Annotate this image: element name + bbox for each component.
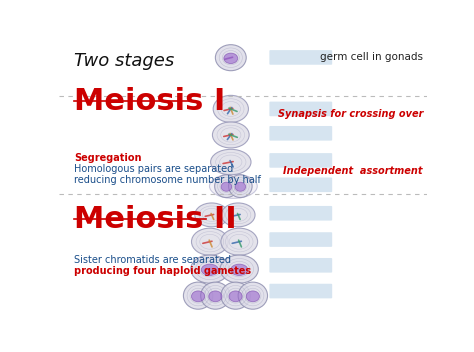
Ellipse shape: [231, 264, 248, 276]
Ellipse shape: [221, 182, 232, 191]
Ellipse shape: [238, 282, 267, 309]
Text: producing four haploid gametes: producing four haploid gametes: [74, 266, 251, 276]
Text: Independent  assortment: Independent assortment: [283, 165, 423, 176]
FancyBboxPatch shape: [269, 232, 332, 247]
Ellipse shape: [229, 291, 242, 302]
Ellipse shape: [191, 255, 229, 283]
Text: germ cell in gonads: germ cell in gonads: [320, 52, 423, 62]
Ellipse shape: [215, 45, 246, 71]
Ellipse shape: [195, 203, 228, 227]
Text: Synapsis for crossing over: Synapsis for crossing over: [278, 109, 423, 119]
Ellipse shape: [212, 122, 249, 148]
Ellipse shape: [215, 175, 238, 197]
Text: reducing chromosome number by half: reducing chromosome number by half: [74, 175, 261, 184]
Text: Meiosis II: Meiosis II: [74, 205, 237, 234]
Ellipse shape: [246, 291, 259, 302]
Ellipse shape: [221, 282, 250, 309]
Ellipse shape: [220, 255, 258, 283]
FancyBboxPatch shape: [269, 126, 332, 141]
FancyBboxPatch shape: [269, 177, 332, 192]
Ellipse shape: [201, 282, 230, 309]
Text: Homologous pairs are separated: Homologous pairs are separated: [74, 164, 233, 174]
Ellipse shape: [221, 228, 258, 255]
Text: Sister chromatids are separated: Sister chromatids are separated: [74, 255, 231, 265]
FancyBboxPatch shape: [269, 258, 332, 272]
Ellipse shape: [210, 149, 251, 175]
Ellipse shape: [191, 228, 228, 255]
FancyBboxPatch shape: [269, 284, 332, 298]
FancyBboxPatch shape: [269, 50, 332, 65]
Ellipse shape: [191, 291, 205, 302]
FancyBboxPatch shape: [269, 153, 332, 168]
Ellipse shape: [201, 264, 219, 276]
Ellipse shape: [235, 182, 246, 191]
Ellipse shape: [213, 95, 248, 122]
Ellipse shape: [221, 203, 255, 227]
Ellipse shape: [209, 291, 222, 302]
FancyBboxPatch shape: [269, 102, 332, 116]
Text: Segregation: Segregation: [74, 153, 141, 163]
Ellipse shape: [224, 53, 238, 64]
FancyBboxPatch shape: [269, 206, 332, 221]
Ellipse shape: [183, 282, 213, 309]
Text: Two stages: Two stages: [74, 52, 174, 70]
Ellipse shape: [228, 175, 252, 197]
Ellipse shape: [210, 174, 257, 199]
Text: Meiosis I: Meiosis I: [74, 87, 225, 116]
